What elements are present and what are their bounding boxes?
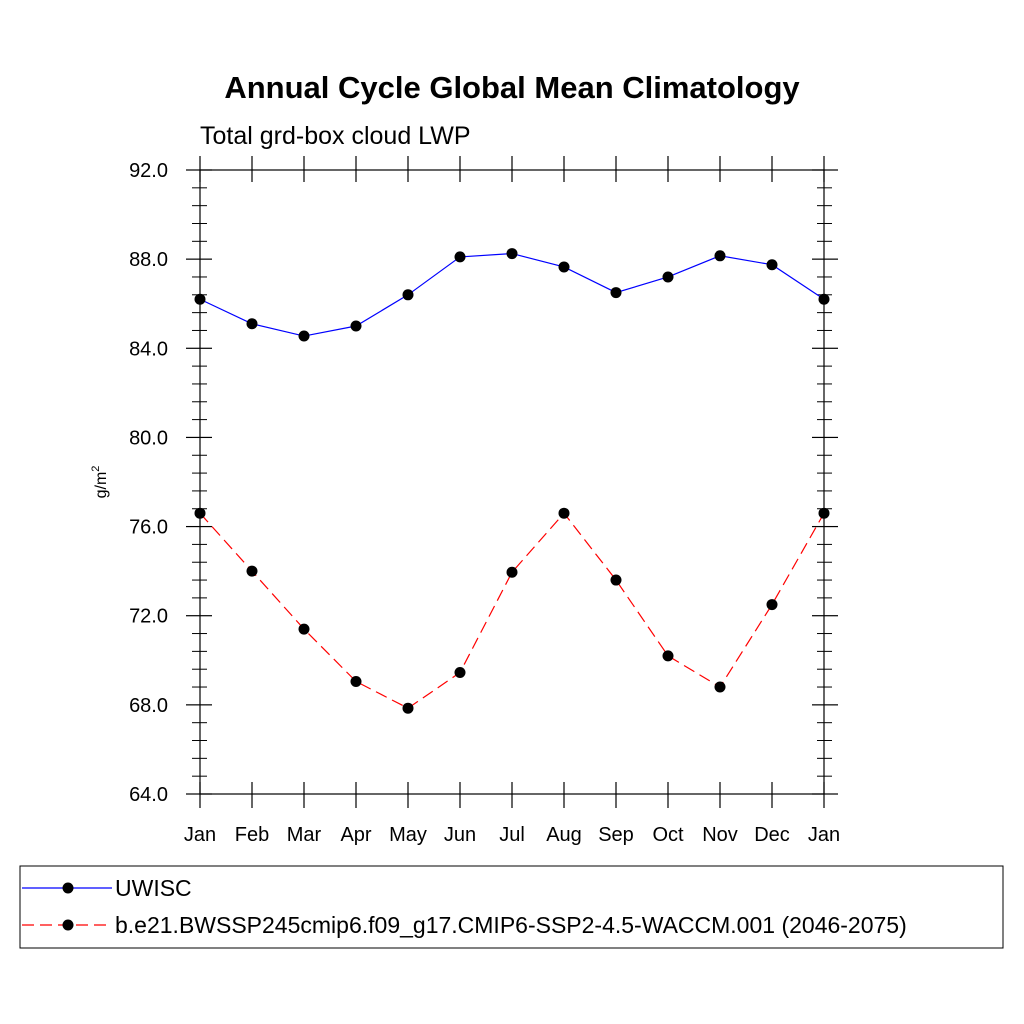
series-1-point (402, 702, 414, 714)
series-1-point (558, 507, 570, 519)
x-tick-label: Aug (546, 824, 582, 846)
x-tick-label: Mar (287, 824, 322, 846)
series-0-point (246, 318, 258, 330)
series-0-point (662, 271, 674, 283)
y-tick-label: 84.0 (129, 338, 168, 360)
series-line-1 (199, 512, 825, 709)
series-1-point (662, 650, 674, 662)
x-tick-label: Jun (444, 824, 476, 846)
series-line-0 (199, 252, 825, 337)
y-tick-label: 72.0 (129, 606, 168, 628)
series-1-point (610, 574, 622, 586)
x-tick-label: Jul (499, 824, 525, 846)
y-axis-label: g/m2 (90, 466, 110, 499)
series-1-point (298, 623, 310, 635)
x-tick-label: Nov (702, 824, 738, 846)
series-layer (194, 248, 830, 714)
x-tick-label: Sep (598, 824, 634, 846)
chart-title: Annual Cycle Global Mean Climatology (224, 70, 800, 105)
series-0-point (402, 289, 414, 301)
y-tick-label: 76.0 (129, 517, 168, 539)
series-0-point (714, 250, 726, 262)
series-1-point (194, 507, 206, 519)
series-0-point (506, 248, 518, 260)
chart-subtitle: Total grd-box cloud LWP (200, 122, 471, 150)
series-1-point (506, 566, 518, 578)
legend-label-0: UWISC (115, 875, 192, 901)
series-0-point (298, 330, 310, 342)
y-tick-label: 92.0 (129, 160, 168, 182)
y-axis-label-base: g/m (93, 472, 110, 499)
series-1-point (454, 667, 466, 679)
series-0-point (194, 293, 206, 305)
series-0-point (558, 261, 570, 273)
legend-box (19, 865, 1004, 949)
series-0-point (766, 259, 778, 271)
series-0-point (454, 251, 466, 263)
x-tick-label: May (389, 824, 427, 846)
x-tick-label: Jan (184, 824, 216, 846)
legend-marker-0 (62, 882, 74, 894)
series-1-point (714, 681, 726, 693)
x-tick-label: Apr (340, 824, 371, 846)
legend-marker-1 (62, 919, 74, 931)
legend: UWISC b.e21.BWSSP245cmip6.f09_g17.CMIP6-S… (22, 875, 907, 938)
ticks-layer: Jan Feb Mar Apr May Jun Jul Aug Sep Oct Nov Dec Jan 6… (129, 156, 840, 846)
series-1-point (350, 675, 362, 687)
x-tick-label: Dec (754, 824, 790, 846)
series-0-point (350, 320, 362, 332)
legend-label-1: b.e21.BWSSP245cmip6.f09_g17.CMIP6-SSP2-4… (115, 912, 907, 938)
series-1-point (818, 507, 830, 519)
x-tick-label: Jan (808, 824, 840, 846)
y-axis-label-superscript: 2 (90, 466, 102, 472)
y-tick-label: 88.0 (129, 249, 168, 271)
series-1-point (246, 565, 258, 577)
series-1-point (766, 599, 778, 611)
plot-frame (199, 169, 825, 795)
series-0-point (610, 287, 622, 299)
y-tick-label: 68.0 (129, 695, 168, 717)
y-tick-label: 64.0 (129, 784, 168, 806)
svg-text:g/m2: g/m2 (90, 466, 110, 499)
series-0-point (818, 293, 830, 305)
x-tick-label: Oct (652, 824, 684, 846)
x-tick-label: Feb (235, 824, 269, 846)
y-tick-label: 80.0 (129, 427, 168, 449)
